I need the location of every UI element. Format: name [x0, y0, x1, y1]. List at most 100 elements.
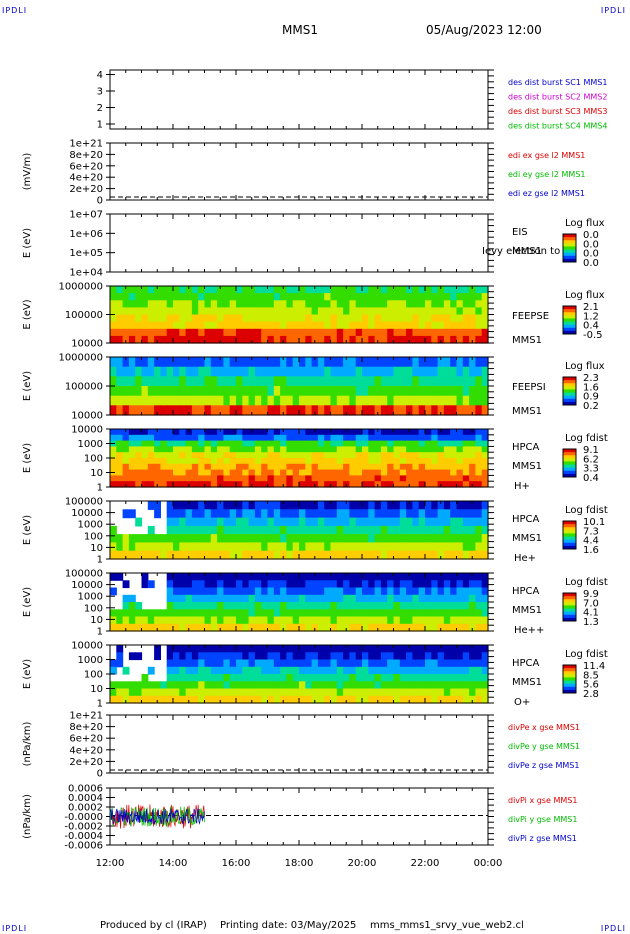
colorbar-segment [563, 252, 576, 257]
spectrogram-cell [425, 594, 432, 603]
spectrogram-cell [437, 469, 445, 476]
spectrogram-cell [456, 573, 464, 581]
spectrogram-cell [431, 594, 439, 603]
spectrogram-cell [160, 366, 168, 377]
spectrogram-cell [475, 458, 483, 465]
spectrogram-cell [380, 475, 388, 482]
spectrogram-cell [280, 469, 287, 476]
spectrogram-cell [324, 517, 332, 527]
spectrogram-cell [362, 573, 369, 581]
spectrogram-cell [229, 321, 237, 330]
spectrogram-cell [110, 293, 117, 301]
spectrogram-cell [462, 616, 470, 625]
spectrogram-cell [299, 307, 306, 316]
spectrogram-cell [210, 594, 218, 603]
spectrogram-cell [469, 681, 476, 690]
spectrogram-cell [229, 659, 237, 668]
spectrogram-cell [317, 314, 325, 323]
spectrogram-cell [198, 446, 206, 453]
spectrogram-cell [412, 681, 420, 690]
spectrogram-cell [374, 623, 382, 632]
spectrogram-cell [374, 335, 382, 344]
spectrogram-cell [462, 286, 470, 294]
spectrogram-cell [299, 321, 306, 330]
spectrogram-cell [210, 321, 218, 330]
spectrogram-cell [406, 681, 413, 690]
colorbar-title: Log fdist [565, 649, 608, 660]
spectrogram-cell [418, 475, 426, 482]
spectrogram-cell [116, 534, 124, 543]
spectrogram-cell [198, 429, 206, 436]
spectrogram-cell [254, 666, 262, 675]
spectrogram-cell [387, 580, 395, 589]
spectrogram-cell [166, 674, 174, 682]
spectrogram-cell [204, 659, 212, 668]
spectrogram-cell [362, 652, 369, 661]
y-tick-label: -0.0000 [64, 812, 103, 823]
spectrogram-cell [204, 458, 212, 465]
y-axis-label: E (eV) [22, 443, 33, 473]
spectrogram-cell [204, 623, 212, 632]
spectrogram-cell [229, 475, 237, 482]
spectrogram-cell [299, 475, 306, 482]
spectrogram-cell [481, 580, 489, 589]
spectrogram-cell [380, 645, 388, 653]
spectrogram-cell [355, 469, 363, 476]
spectrogram-cell [399, 293, 407, 301]
spectrogram-cell [387, 434, 395, 442]
spectrogram-cell [412, 452, 420, 459]
spectrogram-cell [362, 609, 369, 618]
spectrogram-cell [450, 501, 458, 510]
spectrogram-cell [481, 587, 489, 596]
spectrogram-cell [305, 509, 313, 519]
spectrogram-cell [210, 688, 218, 697]
spectrogram-cell [198, 395, 206, 406]
spectrogram-cell [135, 602, 143, 610]
spectrogram-cell [286, 666, 294, 675]
spectrogram-cell [443, 307, 451, 316]
spectrogram-cell [418, 446, 426, 453]
spectrogram-cell [374, 405, 382, 416]
spectrogram-cell [173, 440, 180, 447]
spectrogram-cell [343, 659, 350, 668]
spectrogram-cell [198, 286, 206, 294]
spectrogram-cell [267, 481, 275, 488]
spectrogram-cell [198, 509, 206, 519]
spectrogram-cell [141, 386, 149, 397]
spectrogram-cell [236, 645, 243, 653]
spectrogram-cell [299, 440, 306, 447]
colorbar-segment [563, 680, 576, 685]
spectrogram-cell [292, 509, 300, 519]
spectrogram-cell [399, 534, 407, 543]
spectrogram-cell [248, 580, 256, 589]
y-axis-label: E (eV) [22, 587, 33, 617]
spectrogram-cell [217, 446, 224, 453]
spectrogram-cell [330, 335, 338, 344]
spectrogram-cell [179, 314, 187, 323]
colorbar-title: Log flux [565, 218, 605, 229]
spectrogram-cell [173, 534, 180, 543]
spectrogram-cell [412, 525, 420, 535]
spectrogram-cell [223, 602, 231, 610]
spectrogram-cell [393, 366, 401, 377]
spectrogram-cell [418, 594, 426, 603]
spectrogram-cell [236, 666, 243, 675]
spectrogram-cell [122, 602, 130, 610]
spectrogram-cell [406, 440, 413, 447]
spectrogram-cell [336, 463, 344, 471]
spectrogram-cell [191, 534, 199, 543]
spectrogram-cell [229, 452, 237, 459]
spectrogram-cell [305, 452, 313, 459]
y-tick-label: 0.0006 [68, 784, 103, 795]
spectrogram-cell [311, 395, 319, 406]
spectrogram-cell [254, 386, 262, 397]
spectrogram-cell [286, 446, 294, 453]
spectrogram-cell [399, 357, 407, 368]
spectrogram-cell [450, 469, 458, 476]
spectrogram-cell [362, 395, 369, 406]
spectrogram-cell [475, 550, 483, 560]
spectrogram-cell [343, 652, 350, 661]
spectrogram-cell [437, 534, 445, 543]
spectrogram-cell [299, 481, 306, 488]
spectrogram-cell [173, 458, 180, 465]
